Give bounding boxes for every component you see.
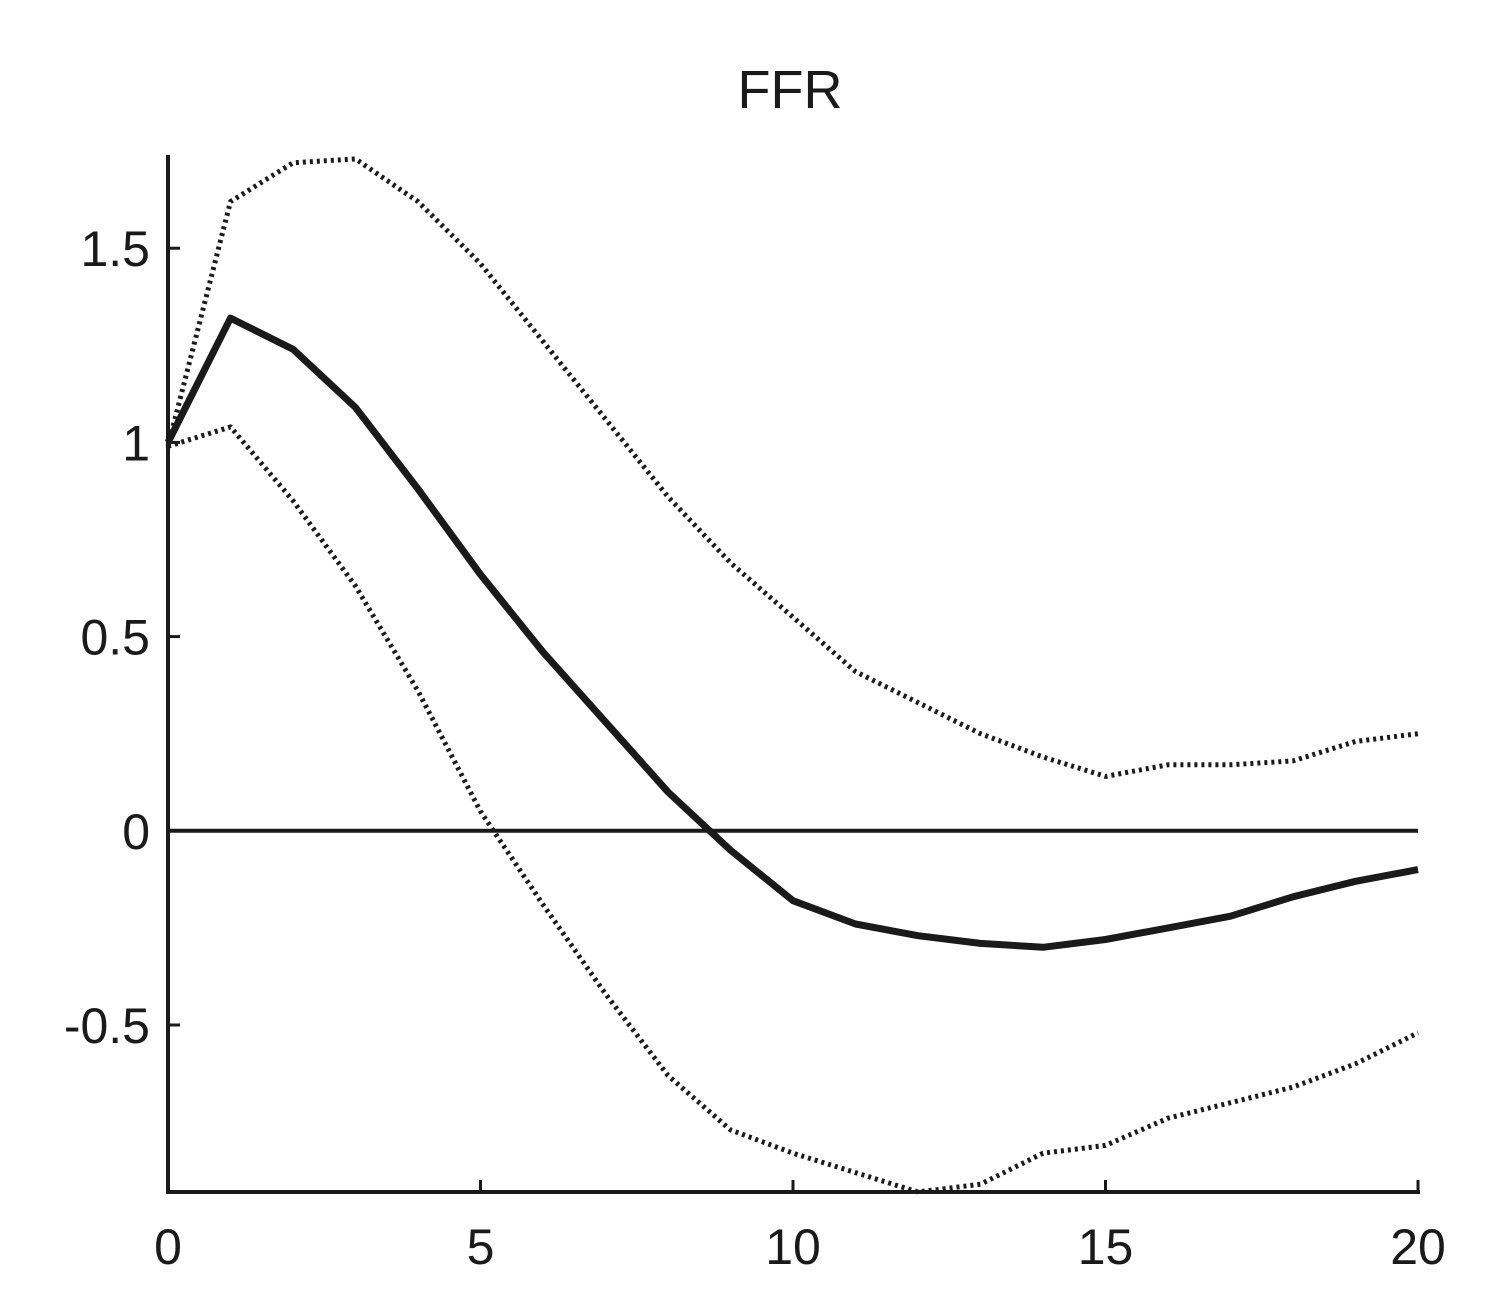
y-tick-label: 1 <box>122 415 150 471</box>
plot-area <box>164 156 1420 1195</box>
x-tick-label: 0 <box>154 1219 182 1275</box>
lower-confidence-band-line <box>167 424 1420 1195</box>
x-tick-label: 5 <box>467 1219 495 1275</box>
upper-confidence-band-line <box>165 156 1419 779</box>
x-tick-label: 10 <box>765 1219 821 1275</box>
x-tick-label: 20 <box>1390 1219 1446 1275</box>
x-tick-label: 15 <box>1078 1219 1134 1275</box>
chart-title: FFR <box>738 60 843 120</box>
y-tick-label: 1.5 <box>80 221 150 277</box>
chart-axes <box>166 155 1420 1194</box>
y-tick-label: 0.5 <box>80 610 150 666</box>
y-tick-label: -0.5 <box>64 998 150 1054</box>
impulse-response-line <box>164 314 1419 951</box>
tick-labels: 0 5 10 15 20 1.5 1 0.5 0 -0.5 <box>64 221 1446 1275</box>
y-tick-label: 0 <box>122 804 150 860</box>
